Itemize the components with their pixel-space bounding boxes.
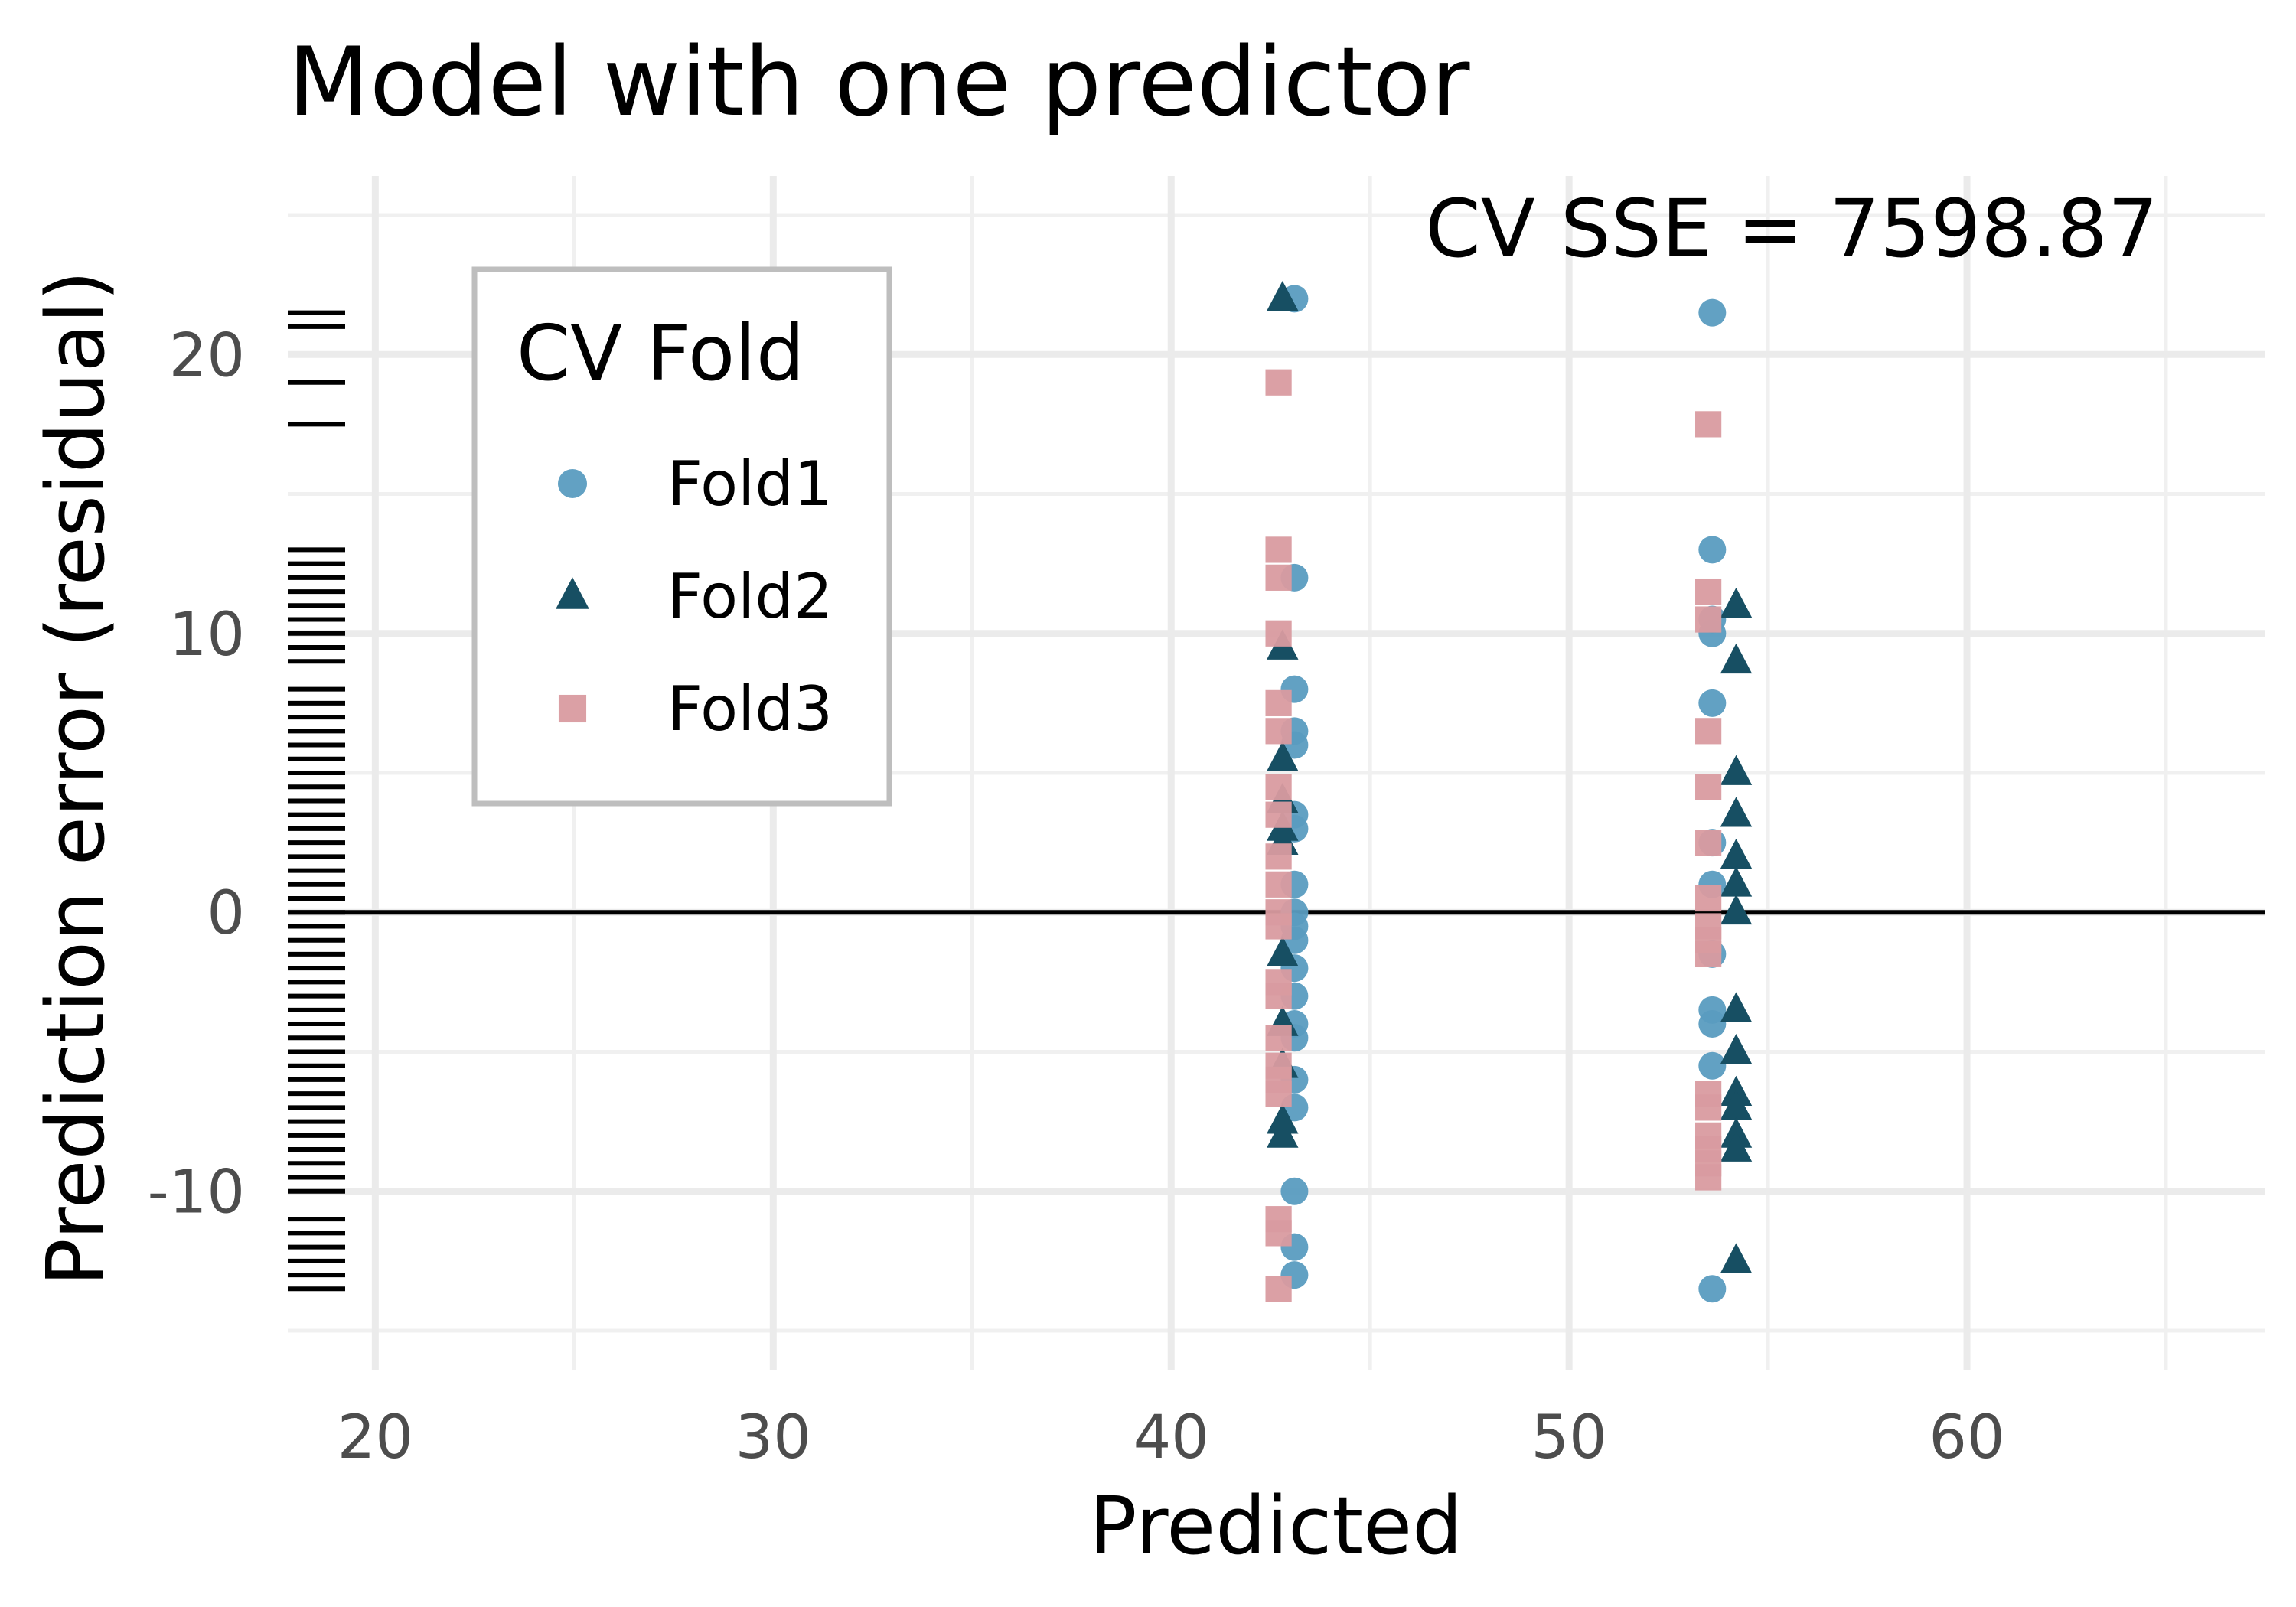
y-tick-label: -10 (148, 1159, 245, 1227)
point-fold1 (1698, 689, 1727, 717)
point-fold2 (1267, 741, 1299, 771)
x-axis-title: Predicted (1089, 1479, 1463, 1573)
point-fold3 (1695, 830, 1722, 856)
point-fold2 (1720, 1034, 1753, 1064)
point-fold3 (1695, 940, 1722, 968)
point-fold3 (1265, 620, 1292, 647)
legend: CV Fold Fold1 Fold2 Fold3 (471, 266, 892, 807)
point-fold3 (1265, 843, 1292, 870)
point-fold3 (1265, 536, 1292, 563)
point-fold2 (1720, 1243, 1753, 1273)
grid-minor (288, 176, 2265, 1370)
y-axis-title: Prediction error (residual) (29, 270, 122, 1286)
point-fold1 (1698, 536, 1727, 564)
point-fold2 (1720, 866, 1753, 897)
point-fold3 (1695, 1164, 1722, 1191)
y-axis-ticks: -10 0 10 20 (148, 321, 245, 1227)
cv-sse-annotation: CV SSE = 7598.87 (1425, 182, 2158, 275)
point-fold3 (1265, 1081, 1292, 1107)
point-fold1 (1698, 298, 1727, 327)
point-fold3 (1265, 718, 1292, 745)
point-fold2 (1267, 936, 1299, 966)
legend-label-fold1: Fold1 (667, 448, 833, 520)
point-fold2 (1720, 643, 1753, 674)
x-axis-ticks: 20 30 40 50 60 (338, 1403, 2005, 1472)
point-fold3 (1265, 801, 1292, 828)
point-fold3 (1695, 774, 1722, 800)
point-fold3 (1265, 913, 1292, 940)
y-tick-label: 0 (207, 879, 245, 948)
point-fold2 (1720, 797, 1753, 827)
point-fold3 (1265, 1220, 1292, 1247)
point-fold3 (1695, 578, 1722, 605)
point-fold2 (1267, 280, 1299, 311)
point-fold2 (1720, 1131, 1753, 1162)
point-fold1 (1698, 1275, 1727, 1303)
y-tick-label: 10 (169, 601, 245, 670)
legend-key-fold1 (558, 469, 587, 498)
legend-label-fold3: Fold3 (667, 673, 833, 745)
point-fold3 (1265, 1025, 1292, 1051)
legend-box (471, 266, 892, 807)
point-fold2 (1720, 992, 1753, 1022)
x-tick-label: 40 (1133, 1403, 1209, 1472)
point-fold3 (1265, 774, 1292, 800)
legend-key-fold3 (558, 694, 587, 723)
x-tick-label: 60 (1929, 1403, 2004, 1472)
point-fold3 (1695, 885, 1722, 912)
legend-key-fold2 (556, 577, 589, 609)
point-fold3 (1265, 983, 1292, 1009)
point-fold2 (1720, 894, 1753, 925)
point-fold1 (1698, 1010, 1727, 1038)
legend-title: CV Fold (517, 308, 804, 398)
legend-label-fold2: Fold2 (667, 561, 833, 632)
point-fold1 (1280, 1177, 1309, 1205)
point-fold3 (1695, 718, 1722, 745)
point-fold3 (1265, 564, 1292, 591)
y-rug (288, 310, 345, 1292)
x-tick-label: 20 (338, 1403, 413, 1472)
point-fold3 (1265, 871, 1292, 898)
point-fold2 (1720, 755, 1753, 785)
point-fold2 (1267, 1117, 1299, 1148)
point-fold3 (1265, 1276, 1292, 1302)
point-fold1 (1698, 1051, 1727, 1080)
point-fold2 (1720, 587, 1753, 618)
point-fold3 (1695, 411, 1722, 438)
legend-items: Fold1 Fold2 Fold3 (556, 448, 833, 745)
point-fold3 (1695, 1094, 1722, 1121)
x-tick-label: 50 (1531, 1403, 1607, 1472)
x-tick-label: 30 (735, 1403, 811, 1472)
point-fold3 (1265, 369, 1292, 396)
y-tick-label: 20 (169, 321, 245, 390)
point-fold3 (1265, 689, 1292, 716)
point-fold3 (1695, 606, 1722, 633)
point-fold2 (1720, 838, 1753, 869)
data-points (1265, 280, 1753, 1303)
chart-title: Model with one predictor (288, 28, 1469, 138)
point-fold2 (1720, 1089, 1753, 1120)
